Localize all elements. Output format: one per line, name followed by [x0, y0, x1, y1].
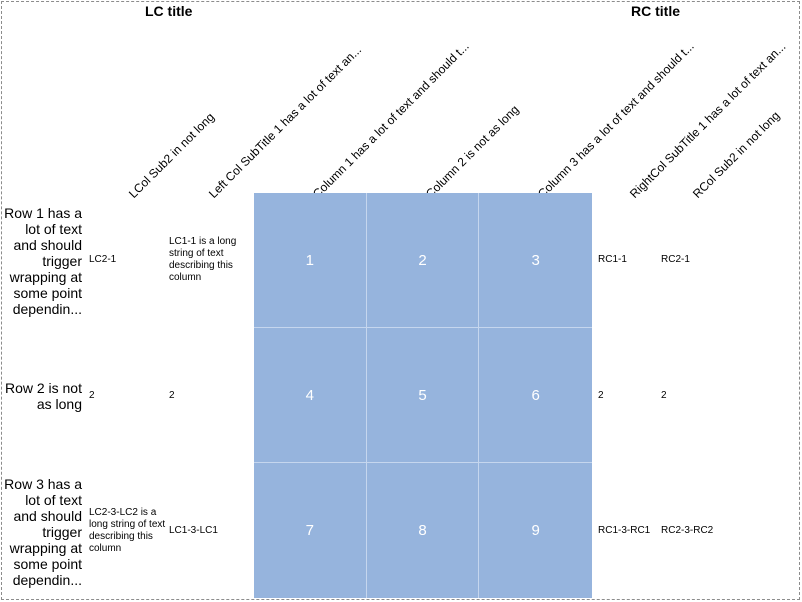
cell-lc1-row1: LC1-1 is a long string of text describin… — [169, 236, 237, 283]
cell-lc2-row3: LC2-3-LC2 is a long string of text descr… — [89, 507, 166, 554]
cell-rc2-row3: RC2-3-RC2 — [661, 525, 714, 536]
cell-rc1-row1: RC1-1 — [598, 254, 627, 265]
cell-rc1-row2: 2 — [598, 390, 604, 401]
cell-rc2-row2: 2 — [661, 390, 667, 401]
cell-lc1-row2: 2 — [169, 390, 175, 401]
grid-cell-r1-c1: 1 — [254, 193, 367, 328]
row-label-2: Row 2 is not as long — [4, 380, 82, 412]
right-column-group-title: RC title — [631, 3, 680, 19]
grid-cell-r2-c3: 6 — [479, 328, 592, 463]
grid-cell-r3-c2: 8 — [367, 463, 480, 598]
cell-rc1-row3: RC1-3-RC1 — [598, 525, 651, 536]
cell-lc2-row2: 2 — [89, 390, 95, 401]
cell-lc2-row1: LC2-1 — [89, 254, 117, 265]
grid-cell-r1-c2: 2 — [366, 193, 480, 328]
grid-cell-r2-c1: 4 — [254, 328, 367, 463]
cell-lc1-row3: LC1-3-LC1 — [169, 525, 218, 536]
value-grid: 1 2 3 4 5 6 7 8 9 — [254, 193, 592, 598]
left-column-group-title: LC title — [145, 3, 193, 19]
grid-cell-r3-c1: 7 — [254, 463, 367, 598]
grid-cell-r2-c2: 5 — [366, 328, 480, 463]
grid-cell-r3-c3: 9 — [531, 522, 540, 539]
row-label-3: Row 3 has a lot of text and should trigg… — [4, 476, 82, 588]
grid-cell-r1-c3: 3 — [479, 193, 592, 328]
row-label-1: Row 1 has a lot of text and should trigg… — [4, 205, 82, 317]
cell-rc2-row1: RC2-1 — [661, 254, 690, 265]
